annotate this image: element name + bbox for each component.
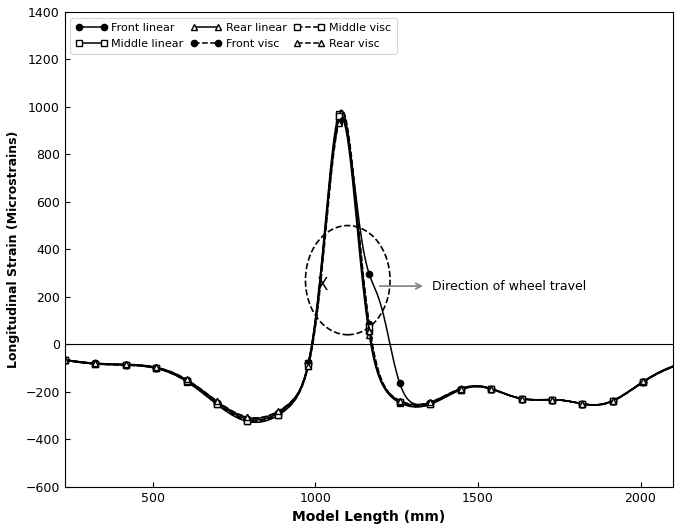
Front visc [431,398,439,404]
Rear visc [252,415,260,421]
Middle visc [415,403,424,409]
Rear visc [61,356,69,363]
Rear visc [586,401,594,408]
Middle visc [98,361,106,367]
Front visc [338,114,346,121]
X-axis label: Model Length (mm): Model Length (mm) [292,510,445,524]
Text: Direction of wheel travel: Direction of wheel travel [432,280,587,293]
Middle visc [338,107,346,114]
Rear visc [98,361,106,367]
Rear linear [524,396,532,402]
Rear visc [524,396,532,402]
Rear linear [252,415,260,422]
Front visc [449,389,458,395]
Middle visc [669,364,677,370]
Middle visc [431,399,439,405]
Front linear [415,401,424,408]
Front visc [586,401,594,408]
Y-axis label: Longitudinal Strain (Microstrains): Longitudinal Strain (Microstrains) [7,131,20,368]
Front linear [61,357,69,363]
Front linear [252,417,260,423]
Front visc [669,363,677,370]
Rear linear [586,401,594,408]
Front visc [415,402,424,409]
Line: Middle linear: Middle linear [62,107,676,425]
Middle linear [337,107,345,114]
Middle linear [98,361,106,367]
Front linear [431,397,439,404]
Line: Middle visc: Middle visc [62,107,676,425]
Front visc [98,361,106,367]
Front linear [98,361,106,367]
Middle linear [586,402,594,408]
Rear linear [61,356,69,363]
Line: Front linear: Front linear [62,113,676,423]
Front visc [524,396,532,402]
Rear visc [669,363,677,370]
Middle visc [449,389,458,396]
Rear visc [415,401,424,408]
Middle linear [252,419,260,425]
Middle visc [524,396,532,402]
Rear visc [431,397,439,403]
Front visc [252,417,260,424]
Middle visc [586,402,594,408]
Front visc [61,357,69,363]
Middle visc [252,418,260,425]
Rear linear [449,388,458,395]
Rear linear [337,115,345,121]
Legend: Front linear, Middle linear, Rear linear, Front visc, Middle visc, Rear visc: Front linear, Middle linear, Rear linear… [70,18,396,54]
Middle linear [524,396,532,402]
Rear linear [669,363,677,370]
Middle linear [431,399,439,405]
Middle linear [669,364,677,370]
Front linear [586,401,594,408]
Text: X: X [316,276,327,294]
Rear linear [415,402,424,408]
Middle visc [61,357,69,363]
Front linear [338,113,346,119]
Middle linear [449,390,458,396]
Rear linear [431,397,439,404]
Middle linear [61,357,69,363]
Line: Rear linear: Rear linear [62,115,676,422]
Front linear [669,363,677,370]
Rear visc [338,115,346,121]
Front linear [524,396,532,402]
Line: Front visc: Front visc [62,114,676,424]
Line: Rear visc: Rear visc [62,115,676,421]
Middle linear [415,404,424,410]
Rear linear [98,361,106,367]
Front linear [449,388,458,395]
Rear visc [449,388,458,395]
